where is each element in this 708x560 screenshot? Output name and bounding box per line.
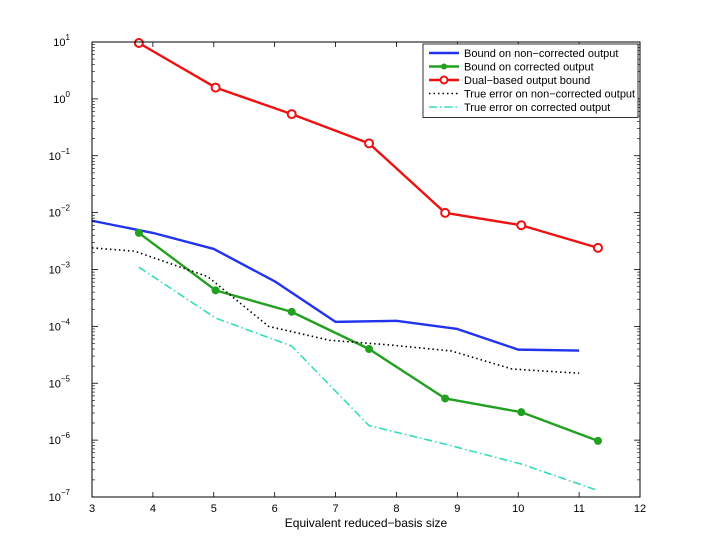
y-tick-label: 10−3 [49,261,71,277]
y-tick-label: 10−7 [49,488,71,504]
x-tick-label: 12 [634,503,646,515]
series-layer [91,38,603,492]
legend-label-4: True error on non−corrected output [464,89,635,101]
legend-label-1: Bound on non−corrected output [464,48,618,60]
data-point [516,220,527,231]
data-point [593,436,602,445]
legend-label-2: Bound on corrected output [464,62,594,74]
x-tick-label: 6 [272,503,278,515]
y-tick-label: 10−5 [49,374,71,390]
x-tick-label: 11 [573,503,584,515]
y-tick-label: 10−6 [49,431,71,447]
y-tick-label: 10−1 [49,147,71,163]
x-tick-label: 3 [89,503,95,515]
x-axis-label: Equivalent reduced−basis size [285,516,448,530]
x-tick-label: 4 [150,503,156,515]
axes-layer: 3 4 5 6 7 8 9 10 11 12 10−7 10−6 10−5 10−4 10−3 10−2 10−… [49,33,647,515]
legend: Bound on non−corrected output Bound on co… [422,43,639,118]
data-point [287,307,296,316]
series-line-5 [138,266,599,492]
data-point [134,228,143,237]
legend-marker [439,75,449,85]
y-tick-label: 10−4 [49,317,71,333]
data-point [364,138,375,149]
legend-label-3: Dual−based output bound [464,75,590,87]
legend-label-5: True error on corrected output [464,102,610,114]
y-tick-label: 101 [53,33,70,49]
series-line-1 [91,219,580,352]
data-point [440,207,451,218]
legend-marker [441,63,447,70]
data-point [441,394,450,403]
series-line-4 [91,247,580,375]
x-tick-label: 7 [332,503,338,515]
x-tick-label: 10 [512,503,524,515]
data-point [133,38,144,49]
y-tick-label: 10−2 [49,204,71,220]
data-point [592,242,603,253]
data-point [517,408,526,417]
data-point [210,82,221,93]
data-point [286,109,297,120]
y-tick-label: 100 [53,90,70,106]
x-tick-label: 5 [211,503,217,515]
data-point [211,286,220,295]
x-tick-label: 9 [454,503,460,515]
x-tick-label: 8 [393,503,399,515]
data-point [365,345,374,354]
